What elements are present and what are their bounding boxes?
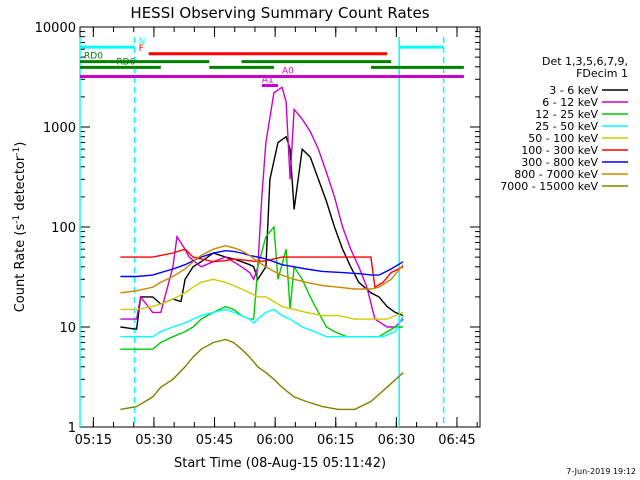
chart-title: HESSI Observing Summary Count Rates: [130, 4, 429, 22]
legend-label: 800 - 7000 keV: [514, 168, 598, 181]
x-tick-label: 06:45: [438, 433, 475, 448]
flag-label-a1: A1: [262, 76, 274, 86]
y-axis-label: Count Rate (s-1 detector-1): [12, 142, 28, 313]
legend-label: 100 - 300 keV: [521, 144, 598, 157]
series-line-7000-15000-keV: [120, 338, 404, 411]
footer-timestamp: 7-Jun-2019 19:12: [566, 467, 636, 476]
legend-header-line-2: FDecim 1: [576, 67, 628, 80]
x-axis: 05:15 05:30 05:45 06:00 06:15 06:30 06:45: [75, 27, 478, 448]
x-tick-label: 05:30: [135, 433, 172, 448]
series-line-12-25-keV: [120, 225, 404, 350]
y-tick-label: 10: [59, 321, 76, 336]
x-axis-label: Start Time (08-Aug-15 05:11:42): [174, 456, 386, 471]
x-tick-label: 05:15: [75, 433, 112, 448]
series-line-6-12-keV: [120, 86, 404, 328]
x-tick-label: 06:15: [317, 433, 354, 448]
flag-label-a0: A0: [282, 66, 294, 76]
legend-header-line-1: Det 1,3,5,6,7,9,: [542, 55, 628, 68]
flag-label-rd0: RD0: [84, 52, 103, 62]
series-line-300-800-keV: [120, 249, 404, 278]
legend-label: 25 - 50 keV: [535, 120, 598, 133]
x-tick-label: 05:45: [196, 433, 233, 448]
legend-label: 7000 - 15000 keV: [500, 180, 598, 193]
saa-lines: [79, 37, 445, 427]
flag-label-f: F: [139, 44, 144, 54]
x-tick-label: 06:00: [256, 433, 293, 448]
series-line-25-50-keV: [120, 308, 404, 338]
y-tick-label: 1000: [43, 121, 76, 136]
y-axis: 1 10 100 1000 10000: [35, 21, 480, 436]
flag-label-n: N: [139, 37, 146, 47]
y-tick-label: 10000: [35, 21, 76, 36]
y-tick-label: 1: [68, 421, 76, 436]
flag-bars: NF RD0 RD6 A1 A0: [80, 37, 464, 88]
legend-label: 3 - 6 keV: [549, 84, 598, 97]
legend-label: 6 - 12 keV: [542, 96, 598, 109]
legend-label: 50 - 100 keV: [528, 132, 598, 145]
x-tick-label: 06:30: [378, 433, 415, 448]
series-lines: [120, 86, 404, 411]
series-line-800-7000-keV: [120, 244, 404, 294]
legend-label: 12 - 25 keV: [535, 108, 598, 121]
series-line-50-100-keV: [120, 278, 404, 320]
y-tick-label: 100: [51, 221, 76, 236]
legend-label: 300 - 800 keV: [521, 156, 598, 169]
flag-label-rd6: RD6: [116, 57, 135, 67]
series-line-3-6-keV: [120, 135, 404, 330]
